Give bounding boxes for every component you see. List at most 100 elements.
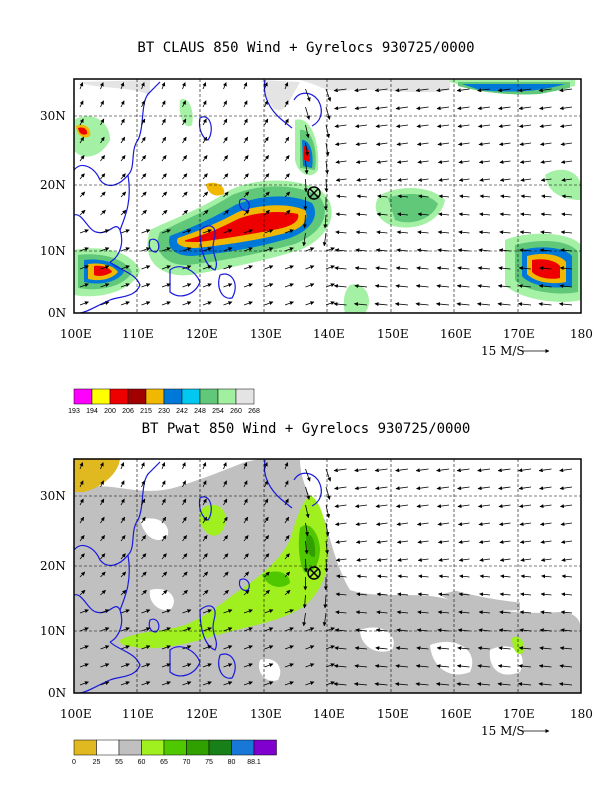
wind-arrow	[161, 516, 167, 524]
wind-arrow	[415, 682, 429, 687]
wind-arrow	[477, 682, 491, 687]
reference-vector-label: 15 M/S	[481, 344, 525, 358]
wind-arrow	[498, 106, 511, 111]
wind-arrow	[437, 610, 450, 615]
wind-arrow	[322, 612, 327, 627]
wind-arrow	[161, 663, 171, 668]
x-tick-label: 150E	[377, 707, 409, 721]
wind-arrow	[478, 504, 491, 509]
wind-arrow	[223, 209, 229, 216]
wind-arrow	[333, 284, 347, 289]
wind-arrow	[324, 558, 329, 573]
wind-arrow	[303, 558, 308, 573]
wind-arrow	[100, 498, 105, 506]
wind-arrow	[99, 82, 104, 90]
wind-arrow	[243, 498, 248, 506]
wind-arrow	[397, 194, 409, 199]
wind-arrow	[518, 88, 532, 93]
wind-arrow	[243, 553, 249, 560]
wind-arrow	[284, 645, 294, 650]
wind-arrow	[182, 173, 188, 180]
wind-arrow	[499, 522, 511, 527]
legend-label: 65	[160, 759, 168, 766]
wind-arrow	[264, 191, 270, 198]
legend-label: 242	[176, 408, 188, 415]
wind-arrow	[202, 301, 212, 306]
wind-arrow	[120, 100, 125, 108]
wind-arrow	[355, 504, 368, 509]
wind-arrow	[436, 88, 450, 93]
wind-arrow	[222, 462, 227, 470]
wind-arrow	[436, 646, 450, 651]
wind-arrow	[161, 118, 166, 126]
wind-arrow	[79, 136, 85, 144]
wind-arrow	[335, 142, 347, 147]
wind-arrow	[79, 663, 89, 668]
wind-arrow	[376, 142, 388, 147]
wind-arrow	[497, 682, 511, 687]
wind-vectors	[79, 462, 573, 687]
wind-arrow	[325, 301, 335, 306]
wind-arrow	[305, 142, 309, 157]
wind-arrow	[141, 247, 151, 252]
legend-swatch	[73, 388, 93, 405]
wind-arrow	[335, 160, 347, 164]
wind-arrow	[497, 664, 511, 669]
wind-arrow	[498, 504, 511, 509]
wind-arrow	[79, 301, 89, 306]
wind-arrow	[498, 266, 511, 271]
y-tick-label: 10N	[40, 624, 66, 638]
wind-arrow	[396, 142, 409, 147]
wind-arrow	[243, 301, 253, 306]
wind-arrow	[182, 191, 188, 198]
wind-arrow	[202, 681, 212, 686]
wind-arrow	[457, 106, 470, 111]
wind-arrow	[202, 571, 209, 578]
wind-arrow	[499, 160, 511, 164]
wind-arrow	[458, 522, 470, 527]
wind-arrow	[284, 173, 290, 180]
wind-arrow	[141, 589, 147, 596]
wind-arrow	[141, 155, 147, 162]
wind-arrow	[518, 486, 532, 491]
wind-arrow	[539, 486, 552, 491]
wind-arrow	[243, 681, 253, 686]
wind-arrow	[325, 106, 331, 120]
wind-arrow	[415, 88, 429, 93]
wind-arrow	[79, 173, 85, 180]
wind-arrow	[181, 462, 186, 470]
wind-arrow	[335, 212, 347, 217]
wind-arrow	[182, 589, 188, 596]
wind-arrow	[540, 212, 552, 217]
wind-arrow	[560, 522, 573, 527]
wind-arrow	[223, 663, 233, 668]
wind-arrow	[334, 106, 347, 111]
gridlines	[74, 79, 581, 313]
wind-arrow	[438, 194, 450, 199]
wind-arrow	[438, 592, 450, 597]
wind-arrow	[559, 682, 573, 687]
wind-arrow	[264, 553, 270, 560]
wind-arrow	[100, 516, 105, 524]
wind-arrow	[141, 627, 151, 632]
wind-arrow	[438, 557, 450, 562]
gridlines	[74, 459, 581, 693]
wind-arrow	[518, 664, 532, 669]
legend-swatch	[253, 739, 277, 756]
top-map-panel	[73, 78, 582, 314]
wind-arrow	[243, 173, 249, 180]
wind-arrow	[538, 664, 552, 669]
legend-label: 25	[93, 759, 101, 766]
x-tick-label: 140E	[313, 707, 345, 721]
wind-arrow	[182, 247, 192, 252]
wind-arrow	[477, 302, 491, 307]
wind-arrow	[264, 480, 268, 488]
wind-arrow	[100, 173, 106, 180]
wind-arrow	[356, 592, 368, 597]
wind-arrow	[161, 480, 166, 488]
wind-arrow	[302, 232, 307, 247]
wind-arrow	[264, 609, 274, 614]
wind-arrow	[223, 191, 229, 198]
wind-arrow	[100, 229, 110, 234]
